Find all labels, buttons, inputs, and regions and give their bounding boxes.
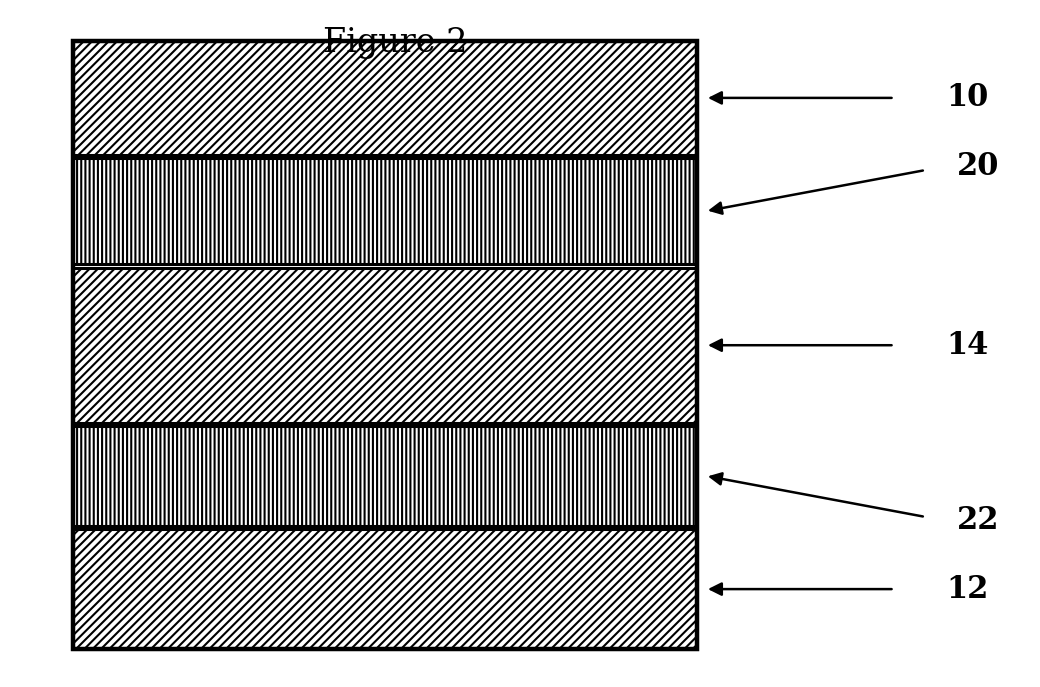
Text: 10: 10 [946,82,989,113]
Text: 20: 20 [957,151,999,182]
Bar [73,41,697,649]
Bar [73,158,697,264]
Text: 14: 14 [946,330,989,361]
Text: 12: 12 [946,574,989,605]
Bar [73,529,697,649]
Bar [73,268,697,423]
Text: Figure 2: Figure 2 [323,27,467,60]
Text: 22: 22 [957,505,999,536]
Bar [73,41,697,155]
Bar [73,426,697,526]
